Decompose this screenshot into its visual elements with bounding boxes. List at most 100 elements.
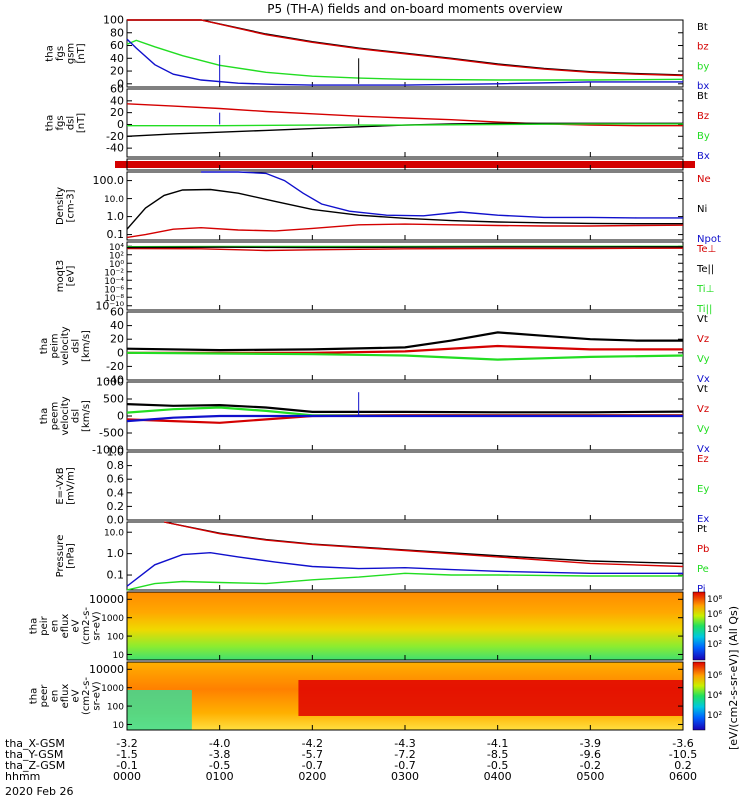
x-axis-value: 0300 (391, 770, 419, 783)
x-axis-value: -5.7 (302, 748, 323, 761)
panel-electron-spectrogram: 10000 1000 100 10 tha peer en eflux eV (cm2-s-sr-… (29, 661, 684, 731)
x-axis-value: -4.0 (209, 737, 230, 750)
y-tick-label: 0.4 (107, 486, 125, 499)
y-tick-label: 1.0 (107, 446, 125, 459)
y-axis-label: eflux (60, 614, 71, 639)
y-axis-label: [nT] (76, 43, 87, 63)
x-axis-value: 0000 (113, 770, 141, 783)
x-axis-value: 0.2 (674, 759, 692, 772)
colorbar-upper (692, 591, 706, 661)
legend-vx: Vx (697, 374, 710, 385)
y-tick-label: 0.2 (107, 500, 125, 513)
colorbar-tick: 10² (707, 640, 722, 650)
y-tick-label: 20 (110, 333, 124, 346)
electron-spectrogram-early (127, 690, 192, 730)
y-tick-label: 10.0 (104, 529, 124, 539)
legend-ni: Ni (697, 204, 707, 215)
y-tick-label: -40 (106, 142, 124, 155)
series-fgs-gsm-bx (126, 38, 683, 86)
y-axis-label: Density (55, 187, 66, 225)
y-tick-label: -40 (106, 374, 124, 387)
series-peem-velocity-vx (126, 414, 683, 423)
legend-ti⊥: Ti⊥ (696, 284, 714, 295)
x-axis-value: -4.2 (302, 737, 323, 750)
x-axis-value: 0400 (484, 770, 512, 783)
panel-frame (126, 241, 684, 311)
panel-pressure: 10.0 1.0 0.1 Pressure [nPa] Pt Pb Pe Pi (55, 521, 709, 595)
legend-vy: Vy (697, 424, 710, 435)
flag-bar-right (683, 161, 695, 168)
x-axis-value: -3.9 (580, 737, 601, 750)
y-tick-label: 0 (117, 410, 124, 423)
y-axis-label: en (50, 690, 61, 703)
x-axis-value: 0200 (298, 770, 326, 783)
legend-vx: Vx (697, 444, 710, 455)
x-axis-value: -0.7 (394, 759, 415, 772)
series-fgs-gsm-bt (127, 19, 684, 76)
colorbar-tick: 10⁶ (707, 671, 722, 681)
x-axis-value: -0.2 (580, 759, 601, 772)
x-axis-value: -4.3 (394, 737, 415, 750)
y-axis-label: tha (44, 115, 55, 131)
colorbar-tick: 10⁴ (707, 691, 722, 701)
ion-spectrogram-image (127, 592, 683, 660)
y-tick-label: 10⁻⁶ (104, 285, 124, 295)
y-tick-label: 0.0 (107, 514, 125, 527)
series-pressure-pb (163, 521, 684, 568)
y-axis-label: dsl (71, 409, 82, 423)
y-axis-label: tha (44, 45, 55, 61)
y-tick-label: 100 (107, 703, 124, 713)
y-tick-label: 10000 (89, 593, 124, 606)
panel-frame (126, 171, 684, 241)
y-axis-label: fgs (55, 46, 66, 61)
x-axis-value: -0.5 (209, 759, 230, 772)
y-tick-label: 10² (109, 251, 124, 261)
x-axis-value: -3.2 (116, 737, 137, 750)
series-temperature-te⊥ (126, 247, 684, 252)
x-axis-value: -1.5 (116, 748, 137, 761)
y-axis-label: E=-VxB (55, 467, 66, 504)
y-axis-label: [km/s] (81, 330, 92, 362)
y-axis-label: fgs (55, 115, 66, 130)
legend-vt: Vt (697, 314, 708, 325)
legend-vy: Vy (697, 354, 710, 365)
y-tick-label: -1000 (92, 444, 124, 457)
series-fgs-gsm-bz (127, 19, 684, 77)
y-axis-label: eflux (60, 684, 71, 709)
legend-ey: Ey (697, 484, 709, 495)
legend-pe: Pe (697, 564, 709, 575)
y-axis-label: Pressure (55, 535, 66, 578)
series-pressure-pi (126, 551, 683, 587)
y-tick-label: 10⁻⁸ (104, 294, 124, 304)
y-tick-label: 10⁻¹⁰ (95, 299, 124, 312)
y-axis-label: [nT] (76, 113, 87, 133)
y-tick-label: 0.6 (107, 473, 125, 486)
panel-frame (126, 451, 684, 521)
y-axis-label: tha (39, 338, 50, 354)
x-axis-value: -0.1 (116, 759, 137, 772)
y-tick-label: 1000 (96, 376, 124, 389)
y-tick-label: 0.1 (107, 228, 125, 241)
y-axis-label: peim (50, 333, 61, 358)
panel-density: 100.0 10.0 1.0 0.1 Density [cm-3] Ne Ni Npot (55, 171, 721, 245)
legend-te||: Te|| (696, 264, 714, 275)
y-axis-label: dsl (71, 339, 82, 353)
series-lines (126, 19, 684, 591)
y-tick-label: -20 (106, 130, 124, 143)
panel-peem-velocity: 1000 500 0 -500 -1000 tha peem velocity dsl [km/s… (39, 376, 710, 457)
y-tick-label: 0 (117, 346, 124, 359)
x-axis-value: -4.1 (487, 737, 508, 750)
y-tick-label: 40 (110, 52, 124, 65)
y-axis-label: eV (71, 619, 82, 632)
y-axis-label: eV (71, 689, 82, 702)
panel-efield: 1.00.80.60.40.20.0 E=-VxB [mV/m] Ez Ey Ex (55, 446, 710, 527)
legend-ne: Ne (697, 174, 711, 185)
y-tick-label: 1000 (101, 684, 124, 694)
y-axis-label: velocity (60, 396, 71, 435)
y-tick-label: -500 (99, 427, 124, 440)
y-axis-label: [km/s] (81, 400, 92, 432)
x-axis-row-label: hhmm (5, 770, 40, 783)
series-density-ne (126, 223, 684, 239)
